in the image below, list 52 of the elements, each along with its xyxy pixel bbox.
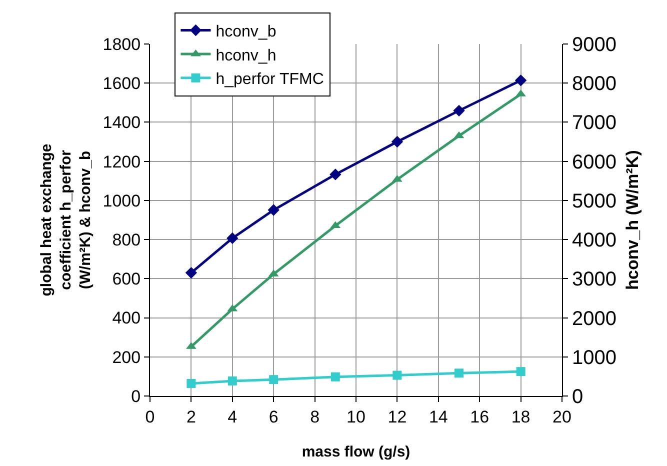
point: [514, 74, 527, 86]
y-axis-title: global heat exchange coefficient h_perfor (W/m²K) & hconv_b: [38, 144, 94, 296]
point: [516, 367, 526, 376]
y2-tick-label: 5000: [572, 190, 616, 212]
point: [330, 372, 340, 382]
x-tick-label: 8: [310, 407, 320, 426]
y-tick-label: 200: [112, 348, 141, 367]
point: [391, 136, 404, 148]
y-tick-label: 600: [112, 270, 141, 289]
y-tick-label: 1800: [102, 34, 141, 54]
point: [186, 378, 196, 388]
point: [268, 204, 280, 216]
x-tick-label: 12: [388, 407, 407, 426]
y2-axis-title: hconv_h (W/m²K): [622, 150, 642, 290]
y2-tick-label: 8000: [572, 73, 616, 96]
y-tick-label: 800: [112, 230, 141, 250]
x-tick-label: 16: [470, 407, 490, 426]
point: [392, 370, 402, 380]
x-tick-label: 18: [511, 407, 530, 426]
point: [454, 368, 464, 378]
point: [269, 375, 278, 384]
y2-tick-label: 9000: [572, 34, 616, 56]
point: [228, 376, 237, 386]
y2-tick-label: 7000: [572, 112, 616, 134]
y-tick-label: 1600: [102, 74, 141, 94]
y2-tick-label: 0: [572, 386, 584, 408]
legend-label: hconv_h: [216, 47, 276, 64]
x-tick-label: 4: [228, 407, 238, 426]
y-tick-label: 1400: [102, 113, 141, 132]
legend-label: hconv_b: [216, 23, 276, 40]
point: [185, 266, 198, 279]
legend-label: h_perfor TFMC: [216, 71, 324, 88]
y2-tick-label: 1000: [572, 346, 616, 369]
y2-tick-label: 3000: [572, 268, 616, 291]
point: [453, 104, 465, 117]
y2-tick-label: 4000: [572, 230, 616, 252]
y-tick-label: 0: [131, 386, 141, 406]
x-tick-label: 6: [268, 407, 278, 426]
y-tick-label: 1000: [102, 191, 141, 210]
x-tick-label: 20: [552, 407, 572, 426]
point: [226, 232, 238, 244]
y-tick-label: 400: [112, 308, 141, 328]
y2-tick-label: 2000: [572, 308, 616, 330]
y-tick-label: 1200: [102, 152, 141, 172]
point: [392, 174, 402, 182]
x-tick-label: 2: [186, 407, 196, 426]
x-tick-label: 0: [145, 407, 155, 426]
x-tick-label: 14: [428, 407, 448, 426]
x-tick-label: 10: [346, 407, 366, 426]
x-axis-title: mass flow (g/s): [302, 443, 410, 460]
y2-tick-label: 6000: [572, 151, 616, 174]
point: [330, 168, 342, 180]
